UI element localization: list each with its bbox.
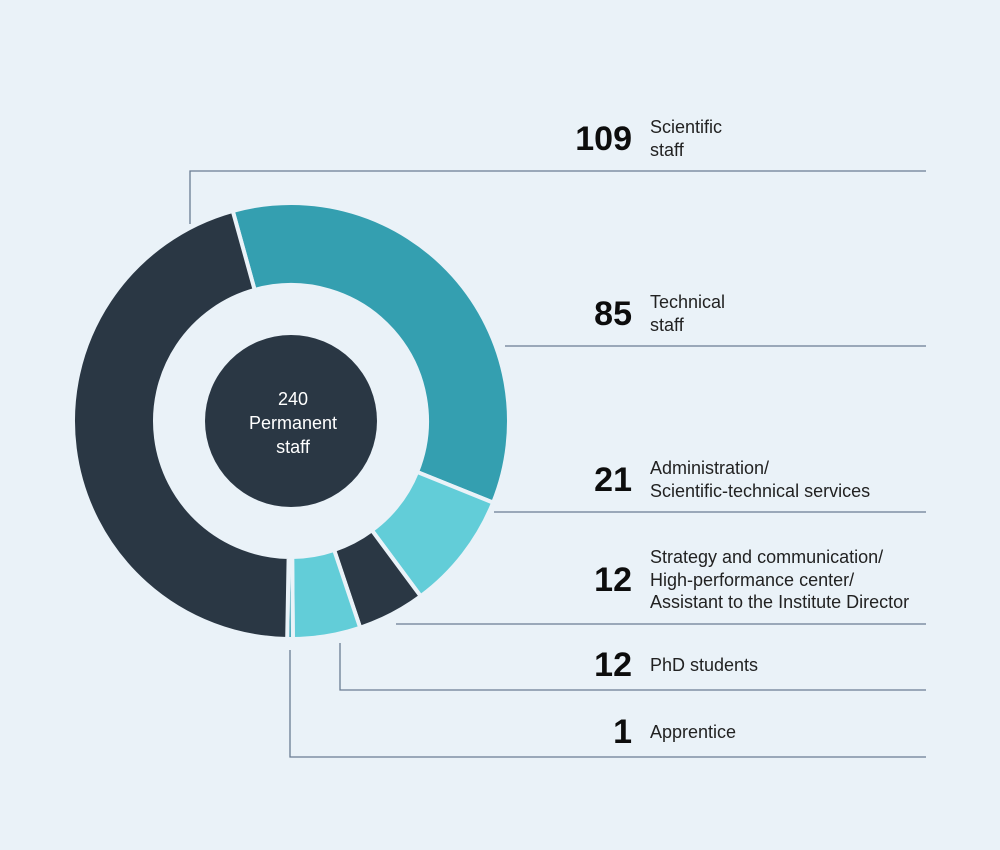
- text-phd-students: PhD students: [650, 654, 759, 675]
- slice-scientific-staff: [71, 208, 291, 642]
- text-strategy-communication: Strategy and communication/ High-perform…: [650, 547, 910, 612]
- slice-technical-staff: [230, 201, 511, 506]
- value-strategy-communication: 12: [594, 560, 632, 599]
- label-technical-staff: 85 Technical staff: [560, 291, 725, 336]
- label-apprentice: 1 Apprentice: [560, 715, 736, 749]
- center-label: 240 Permanent staff: [248, 388, 338, 458]
- label-administration: 21 Administration/ Scientific-technical …: [560, 457, 870, 502]
- label-phd-students: 12 PhD students: [560, 648, 758, 682]
- leader-line-scientific-staff: [189, 170, 926, 224]
- value-apprentice: 1: [613, 713, 632, 751]
- text-administration: Administration/ Scientific-technical ser…: [650, 458, 871, 501]
- value-administration: 21: [594, 460, 632, 499]
- value-scientific-staff: 109: [575, 119, 632, 158]
- label-scientific-staff: 109 Scientific staff: [560, 116, 722, 161]
- leader-line-apprentice: [289, 650, 926, 758]
- center-circle: [205, 335, 377, 507]
- text-technical-staff: Technical staff: [650, 292, 726, 335]
- label-strategy-communication: 12 Strategy and communication/ High-perf…: [560, 546, 909, 614]
- leader-line-phd-students: [339, 643, 926, 691]
- text-apprentice: Apprentice: [650, 721, 737, 742]
- value-technical-staff: 85: [594, 294, 632, 333]
- text-scientific-staff: Scientific staff: [650, 117, 723, 160]
- value-phd-students: 12: [594, 646, 632, 684]
